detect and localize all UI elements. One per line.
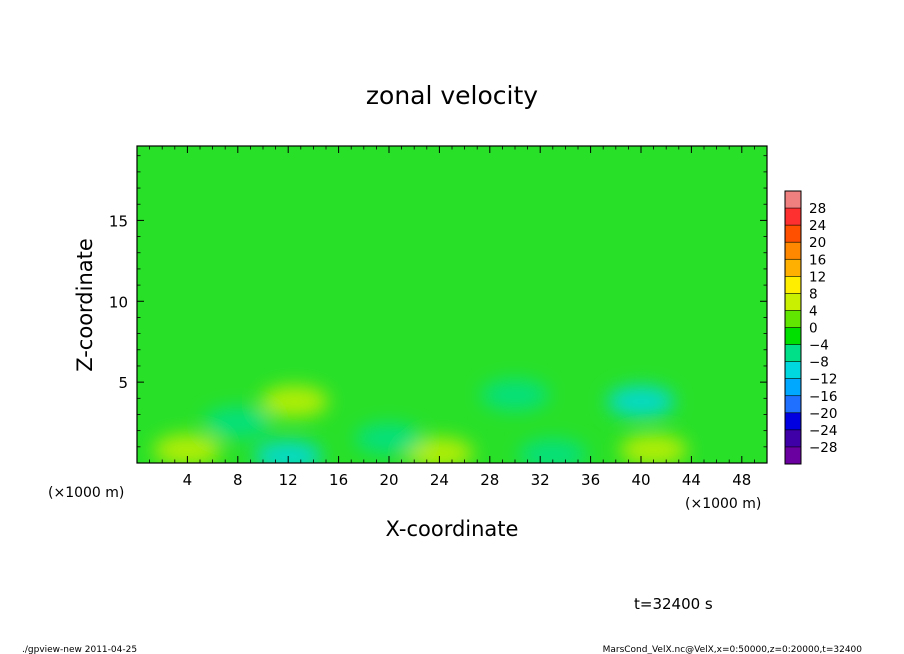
x-axis: 4 8 12 16 20 24 28 32 36 40 44 48 [149,146,755,489]
colorbar-segment [785,378,801,397]
colorbar-label: −8 [809,355,829,371]
colorbar-label: −16 [809,389,838,405]
colorbar-segment [785,327,801,345]
time-label: t=32400 s [634,595,713,613]
x-unit-left: (×1000 m) [48,485,124,501]
colorbar-label: −4 [809,338,829,354]
colorbar-segment [785,225,801,243]
colorbar-segment [785,310,801,328]
chart-title: zonal velocity [366,81,538,110]
field-feature [153,434,222,463]
x-tick-label: 16 [329,471,348,489]
colorbar-label: 28 [809,201,826,217]
colorbar-segment [785,395,801,414]
footer-left: ./gpview-new 2011-04-25 [22,645,137,654]
y-axis: 5 10 15 [109,155,767,448]
colorbar-label: 24 [809,218,826,234]
colorbar-segment [785,208,801,226]
x-tick-label: 24 [430,471,449,489]
colorbar-label: −28 [809,440,838,456]
x-tick-label: 8 [233,471,243,489]
colorbar-label: 8 [809,286,818,302]
colorbar-segment [785,446,801,465]
colorbar-label: 16 [809,252,826,268]
x-tick-label: 12 [279,471,298,489]
x-tick-label: 28 [480,471,499,489]
x-tick-label: 48 [732,471,751,489]
colorbar-segment [785,191,801,209]
field-feature [203,406,272,439]
x-tick-label: 32 [531,471,550,489]
field-feature [481,379,549,412]
x-tick-label: 4 [183,471,193,489]
colorbar-label: 12 [809,269,826,285]
colorbar-segment [785,429,801,448]
y-axis-label: Z-coordinate [73,238,97,372]
x-tick-label: 40 [631,471,650,489]
colorbar-segment [785,412,801,431]
x-tick-label: 20 [379,471,398,489]
y-tick-label: 10 [109,293,128,311]
colorbar-label: 0 [809,321,818,337]
x-tick-label: 36 [581,471,600,489]
x-axis-label: X-coordinate [386,517,519,541]
colorbar-label: −20 [809,406,838,422]
colorbar-segment [785,242,801,260]
colorbar-label: 20 [809,235,826,251]
field-feature [405,437,474,463]
colorbar-segment [785,293,801,311]
field-feature [518,438,587,463]
x-unit-right: (×1000 m) [685,496,761,512]
colorbar-segment [785,276,801,294]
field-feature [619,434,688,463]
field-feature [254,440,323,463]
field-feature [607,385,675,418]
footer-right: MarsCond_VelX.nc@VelX,x=0:50000,z=0:2000… [603,645,863,654]
y-tick-label: 15 [109,212,128,230]
x-tick-label: 44 [682,471,701,489]
colorbar-segment [785,361,801,380]
y-tick-label: 5 [118,374,128,392]
heatmap-field [137,146,767,463]
colorbar-label: 4 [809,303,818,319]
field-feature [355,422,423,455]
colorbar-label: −12 [809,372,838,388]
colorbar-segment [785,259,801,277]
colorbar-segment [785,344,801,363]
colorbar-label: −24 [809,423,838,439]
field-feature [260,385,329,418]
